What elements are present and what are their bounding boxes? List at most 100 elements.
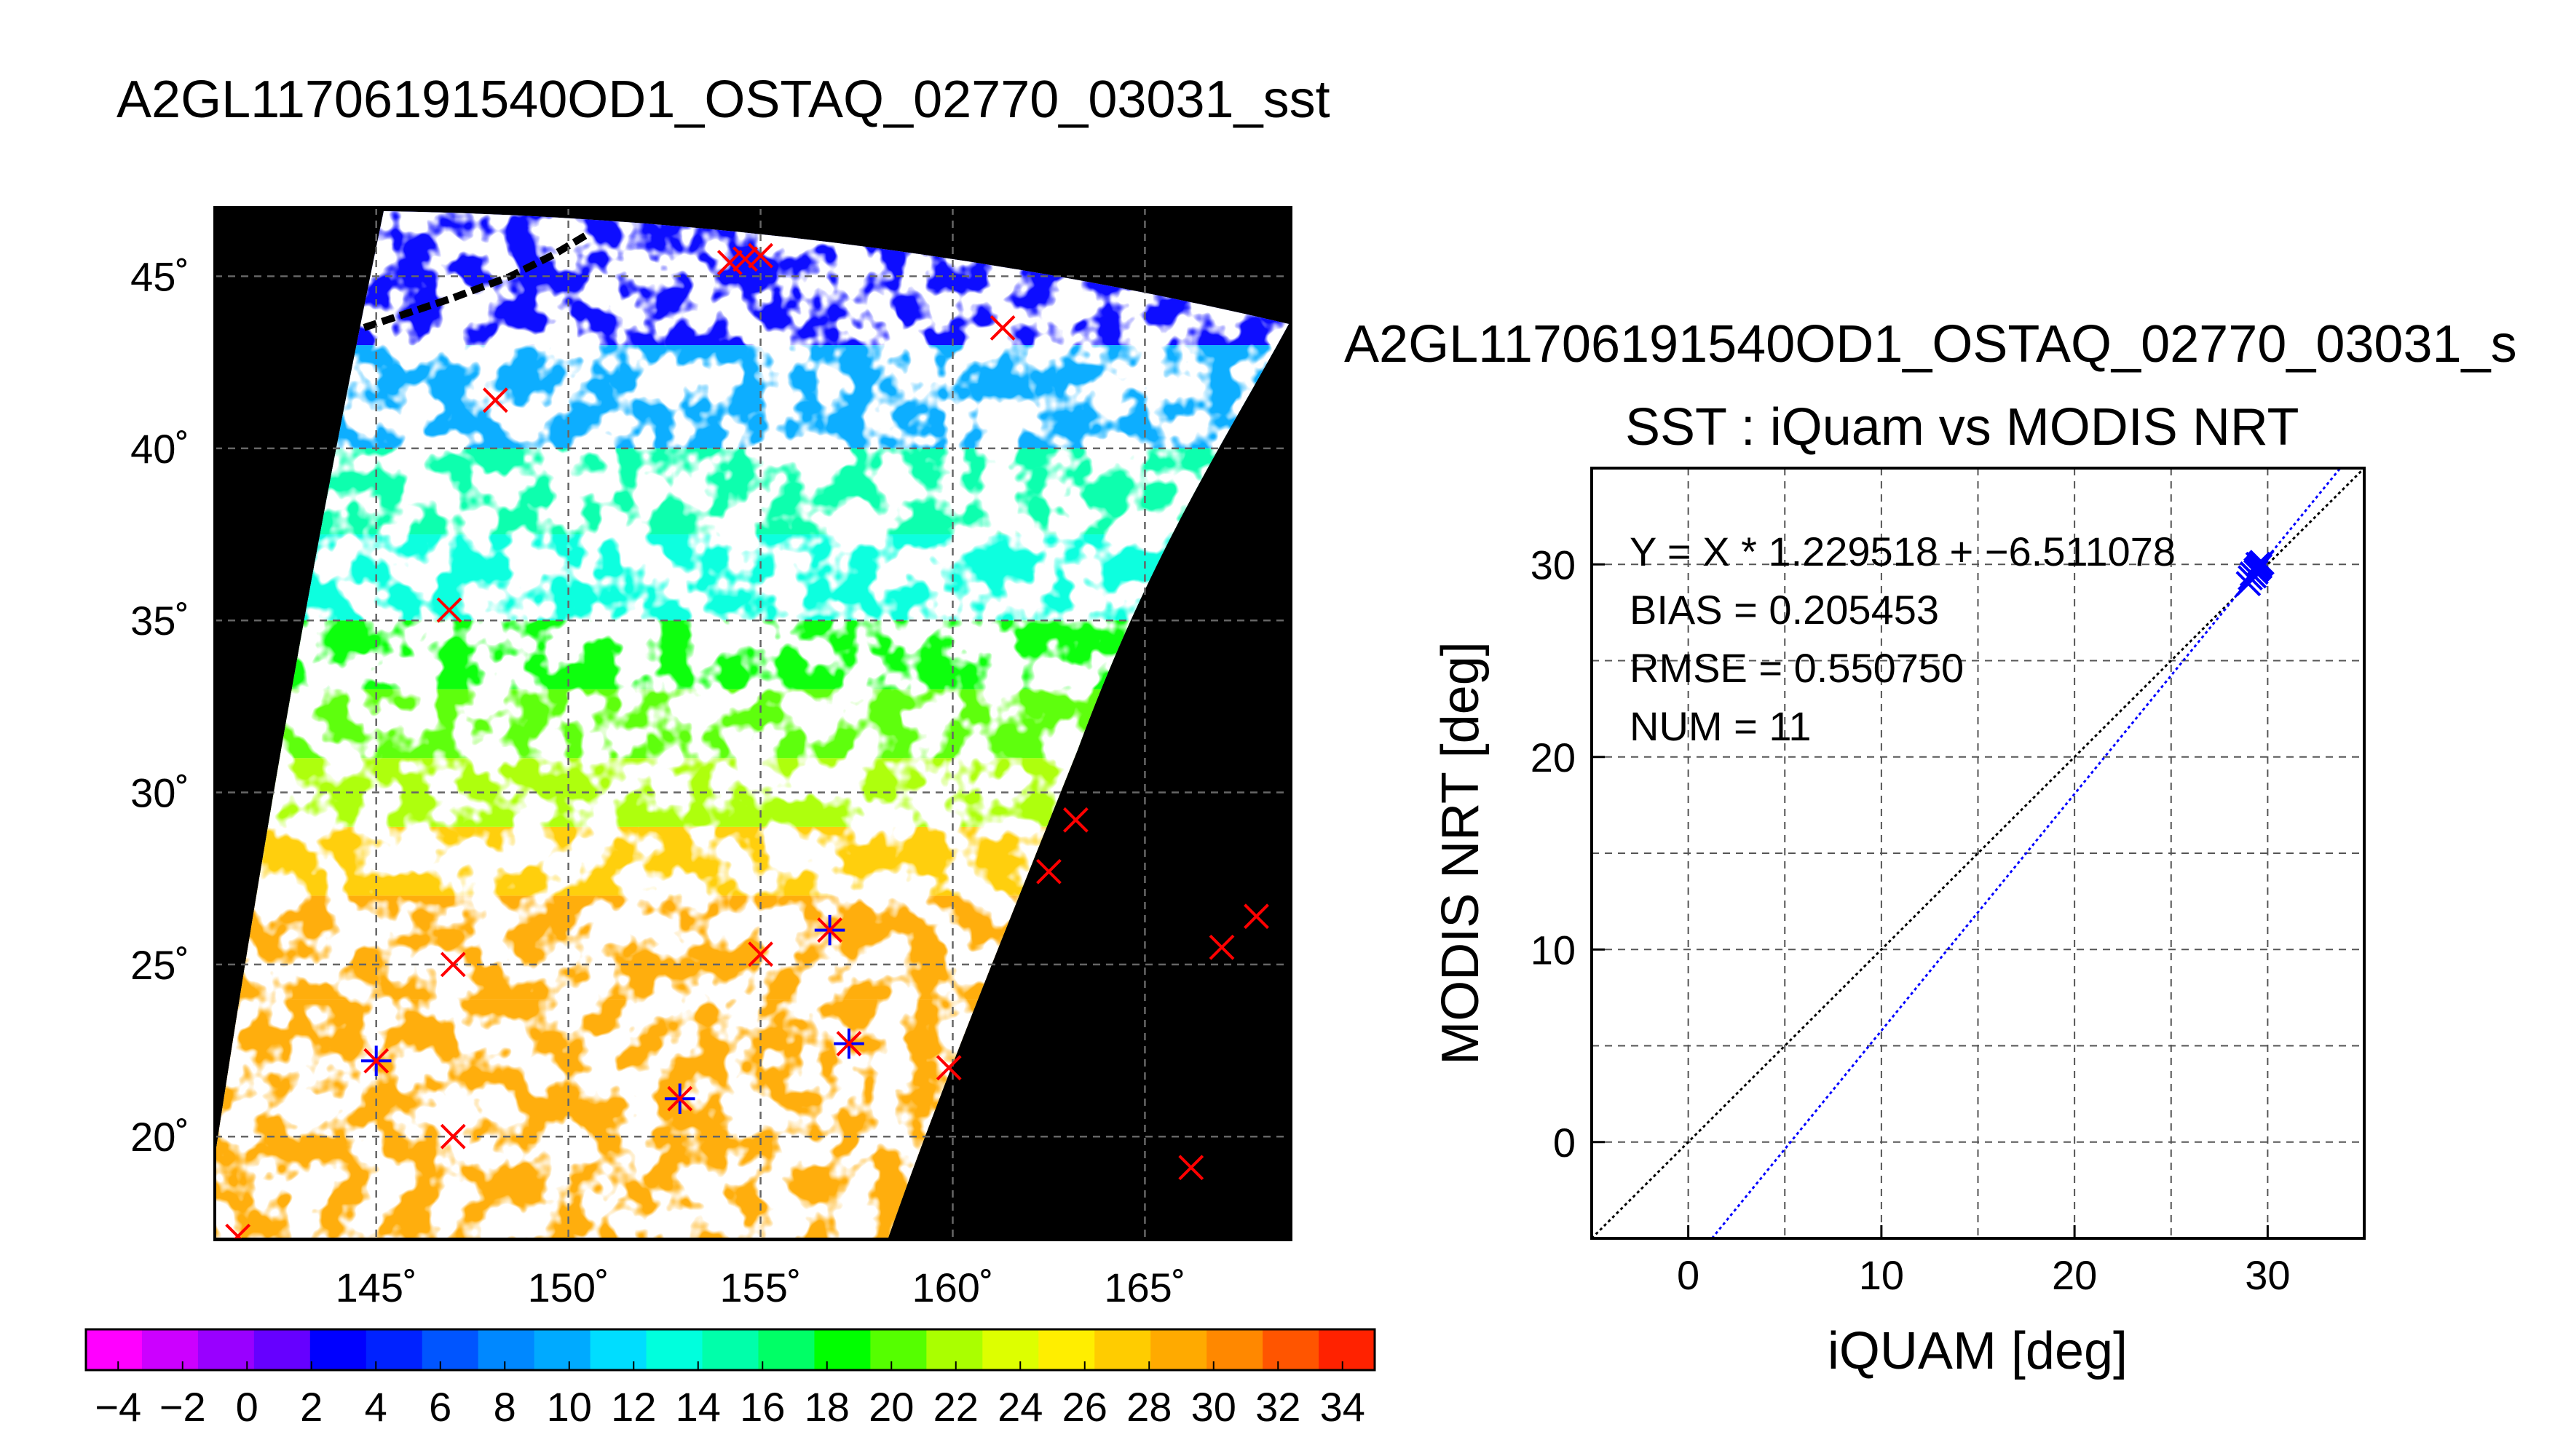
scatter-stat-line: BIAS = 0.205453 — [1630, 587, 1939, 633]
map-lon-tick-label: 145˚ — [336, 1265, 417, 1310]
marker-cross-b — [716, 250, 743, 276]
colorbar-segment — [86, 1329, 143, 1370]
colorbar-frame — [84, 1328, 1376, 1372]
colorbar-tick-label: 30 — [1191, 1384, 1236, 1430]
y-tick-label: 20 — [1531, 735, 1576, 780]
colorbar-segment — [702, 1329, 759, 1370]
colorbar-segment — [646, 1329, 703, 1370]
scatter-stats: Y = X * 1.229518 + −6.511078 BIAS = 0.205… — [1630, 529, 2176, 749]
colorbar-segment — [309, 1329, 367, 1370]
colorbar-tick-label: 12 — [611, 1384, 656, 1430]
colorbar-segment — [422, 1329, 479, 1370]
marker-cross-b — [1178, 1155, 1204, 1181]
colorbar-segment — [534, 1329, 591, 1370]
scatter-frame — [1590, 467, 2366, 1240]
marker-cross-b — [667, 1085, 693, 1112]
x-axis-label: iQUAM [deg] — [1828, 1322, 2128, 1380]
marker-cross-b — [748, 242, 773, 269]
scatter-stat-line: RMSE = 0.550750 — [1630, 645, 1964, 691]
scatter-stat-line: Y = X * 1.229518 + −6.511078 — [1630, 529, 2176, 574]
scatter-axis-ticks: 0 10 20 30 0 10 20 30 — [1531, 542, 2291, 1298]
map-lon-tick-label: 165˚ — [1104, 1265, 1185, 1310]
marker-cross-b — [836, 1031, 862, 1056]
colorbar-segment — [814, 1329, 871, 1370]
satellite-swath — [215, 211, 1289, 1238]
colorbar-segment — [197, 1329, 255, 1370]
marker-cross-b — [1062, 807, 1089, 833]
colorbar-segment — [1150, 1329, 1207, 1370]
colorbar-segment — [141, 1329, 199, 1370]
colorbar-tick-label: 2 — [300, 1384, 323, 1430]
colorbar-segment — [870, 1329, 927, 1370]
x-tick-label: 0 — [1677, 1252, 1699, 1298]
scatter-stat-line: NUM = 11 — [1630, 703, 1811, 749]
colorbar-tick-label: 20 — [869, 1384, 914, 1430]
map-lon-tick-label: 155˚ — [720, 1265, 802, 1310]
colorbar-tick-label: 14 — [676, 1384, 721, 1430]
figure-title: A2GL11706191540OD1_OSTAQ_02770_03031_sst — [117, 71, 1330, 129]
colorbar-segment — [478, 1329, 535, 1370]
marker-cross-b — [1036, 858, 1062, 885]
scatter-points — [2235, 550, 2275, 597]
colorbar-tick-label: 22 — [933, 1384, 979, 1430]
y-axis-label: MODIS NRT [deg] — [1431, 641, 1490, 1065]
y-tick-label: 30 — [1531, 542, 1576, 587]
reference-line — [1711, 467, 2342, 1239]
marker-cross-b — [482, 387, 508, 414]
colorbar-tick-label: 8 — [494, 1384, 516, 1430]
colorbar-tick-label: −4 — [95, 1384, 141, 1430]
colorbar-tick-label: 16 — [740, 1384, 785, 1430]
colorbar-tick-label: 24 — [998, 1384, 1043, 1430]
marker-cross-b — [232, 1223, 251, 1240]
map-axis-ticks: 145˚ 150˚ 155˚ 160˚ 165˚ 45˚ 40˚ 35˚ 30˚ 25˚ 20˚ — [130, 254, 1185, 1310]
colorbar-tick-label: 18 — [805, 1384, 850, 1430]
scatter-file-title: A2GL11706191540OD1_OSTAQ_02770_03031_s — [1344, 315, 2517, 373]
scatter-grid — [1592, 468, 2364, 1238]
marker-cross-b — [440, 1123, 466, 1150]
x-tick-label: 10 — [1859, 1252, 1904, 1298]
marker-cross-b — [936, 1055, 962, 1081]
colorbar-segment — [1038, 1329, 1095, 1370]
scatter-reference-lines — [1590, 467, 2366, 1240]
marker-cross-b — [748, 941, 773, 968]
marker-cross-b — [440, 951, 466, 978]
colorbar-segment — [1263, 1329, 1319, 1370]
map-lat-tick-label: 35˚ — [130, 598, 189, 644]
y-tick-label: 0 — [1553, 1120, 1576, 1166]
colorbar-segment — [926, 1329, 983, 1370]
y-tick-label: 10 — [1531, 927, 1576, 973]
map-grid — [215, 207, 1291, 1240]
colorbar-segment — [253, 1329, 311, 1370]
sst-map — [215, 207, 1291, 1240]
colorbar-tick-label: −2 — [159, 1384, 206, 1430]
colorbar-segment — [1319, 1329, 1375, 1370]
scatter-title: SST : iQuam vs MODIS NRT — [1625, 398, 2299, 456]
x-tick-label: 30 — [2245, 1252, 2290, 1298]
coastline-hokkaido — [363, 229, 592, 331]
marker-cross-b — [363, 1048, 390, 1074]
colorbar-tick-label: 10 — [547, 1384, 592, 1430]
colorbar-tick-label: 0 — [236, 1384, 258, 1430]
colorbar-tick-label: 28 — [1126, 1384, 1172, 1430]
map-lat-tick-label: 45˚ — [130, 254, 189, 300]
marker-cross-b — [1244, 903, 1269, 930]
map-lat-tick-label: 40˚ — [130, 426, 189, 472]
colorbar-tick-label: 34 — [1320, 1384, 1365, 1430]
colorbar-tick-label: 32 — [1255, 1384, 1300, 1430]
map-lon-tick-label: 160˚ — [912, 1265, 993, 1310]
colorbar-segment — [590, 1329, 647, 1370]
colorbar-tick-label: 26 — [1062, 1384, 1107, 1430]
x-tick-label: 20 — [2052, 1252, 2097, 1298]
scatter-point — [2247, 553, 2273, 579]
marker-cross-b — [732, 246, 758, 272]
colorbar-segment — [758, 1329, 815, 1370]
marker-cross-b — [1209, 934, 1235, 960]
map-lat-tick-label: 30˚ — [130, 770, 189, 816]
scatter-plot: 0 10 20 30 0 10 20 30 Y = X * 1.229518 + −6.511… — [1431, 467, 2366, 1380]
marker-cross-b — [990, 315, 1016, 341]
cloud-overlay — [215, 211, 1289, 1238]
marker-cross-b — [436, 597, 462, 623]
matchup-markers — [225, 242, 1269, 1240]
colorbar-segment — [1094, 1329, 1151, 1370]
